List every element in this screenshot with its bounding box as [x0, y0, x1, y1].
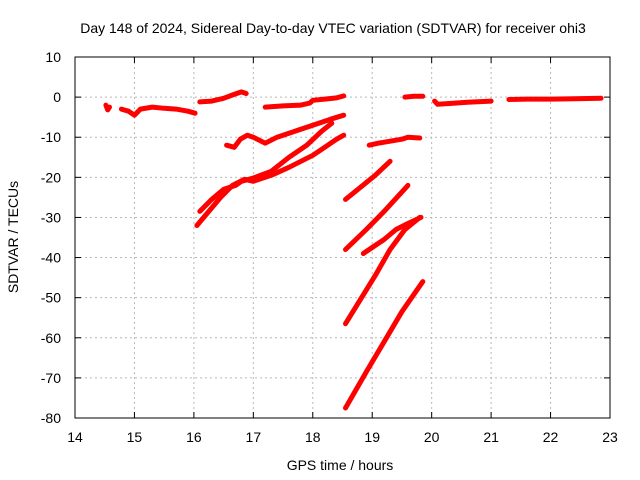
x-tick-label: 23	[602, 429, 618, 445]
series-layer	[103, 89, 604, 411]
series-arc-5	[224, 112, 347, 150]
series-arc-2	[118, 104, 198, 118]
series-arc-8	[343, 158, 393, 202]
x-tick-label: 18	[305, 429, 321, 445]
series-arc-11	[343, 279, 426, 411]
series-arc-7	[194, 132, 347, 228]
y-tick-label: -70	[41, 370, 61, 386]
grid-lines	[75, 57, 610, 418]
y-tick-label: 10	[45, 49, 61, 65]
x-axis-title: GPS time / hours	[287, 457, 394, 473]
x-tick-labels: 14 15 16 17 18 19 20 21 22 23	[67, 429, 618, 445]
y-axis-title: SDTVAR / TECUs	[5, 181, 21, 293]
series-arc-6	[197, 120, 335, 214]
series-arc-16	[506, 95, 604, 102]
series-arc-14	[402, 93, 426, 100]
series-arc-13	[366, 134, 423, 148]
x-tick-label: 15	[127, 429, 143, 445]
y-tick-label: -60	[41, 330, 61, 346]
series-arc-4	[262, 93, 347, 110]
y-tick-label: -40	[41, 250, 61, 266]
x-tick-label: 16	[186, 429, 202, 445]
y-tick-label: -10	[41, 129, 61, 145]
y-tick-label: -50	[41, 290, 61, 306]
x-tick-label: 17	[246, 429, 262, 445]
series-arc-9	[343, 182, 411, 252]
series-arc-12	[360, 214, 424, 256]
x-tick-label: 22	[543, 429, 559, 445]
series-arc-15	[432, 98, 494, 107]
y-tick-label: -80	[41, 410, 61, 426]
series-arc-1	[103, 102, 112, 113]
series-arc-10	[343, 214, 423, 327]
x-tick-label: 20	[424, 429, 440, 445]
series-arc-3	[197, 89, 249, 105]
chart-title: Day 148 of 2024, Sidereal Day-to-day VTE…	[80, 20, 586, 36]
y-tick-label: -20	[41, 169, 61, 185]
x-tick-label: 21	[483, 429, 499, 445]
y-tick-labels: 10 0 -10 -20 -30 -40 -50 -60 -70 -80	[41, 49, 61, 426]
plot-frame	[74, 56, 611, 419]
y-tick-label: 0	[53, 89, 61, 105]
axis-ticks	[74, 56, 611, 419]
x-tick-label: 14	[67, 429, 83, 445]
y-tick-label: -30	[41, 209, 61, 225]
x-tick-label: 19	[364, 429, 380, 445]
